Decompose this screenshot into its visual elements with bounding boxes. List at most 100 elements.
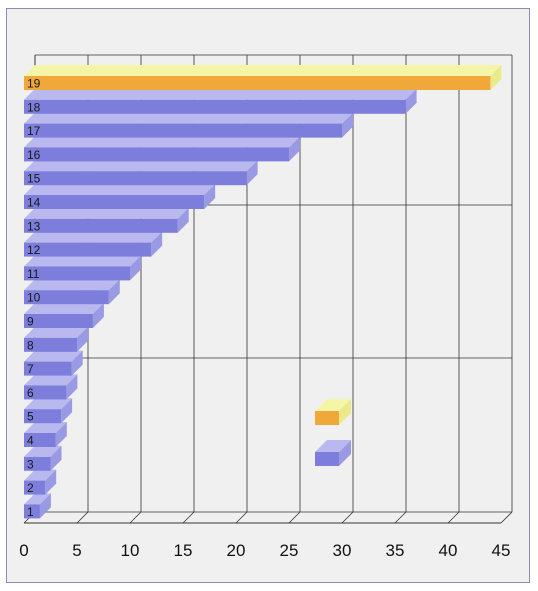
category-label: 17: [27, 124, 41, 138]
bar-side-face: [92, 303, 104, 328]
category-label: 12: [27, 243, 41, 257]
x-tick-label: 10: [121, 541, 140, 560]
floor-line: [288, 511, 301, 524]
bar: [24, 147, 289, 162]
bar-top-face: [24, 231, 163, 243]
bar: [24, 504, 40, 519]
bar: [24, 266, 130, 281]
bar-top-face: [24, 279, 120, 291]
bar-side-face: [151, 231, 163, 257]
floor-line: [129, 511, 142, 524]
bar-side-face: [405, 88, 417, 114]
bar-top-face: [24, 493, 51, 505]
bar-top-face: [24, 398, 73, 410]
category-label: 14: [27, 196, 41, 210]
bar-top-face: [24, 160, 258, 172]
bar-side-face: [66, 374, 78, 400]
x-tick-label: 0: [19, 541, 28, 560]
category-label: 9: [27, 315, 34, 329]
bar-side-face: [71, 350, 83, 376]
category-label: 15: [27, 172, 41, 186]
bar-top-face: [24, 207, 189, 219]
bar: [24, 480, 46, 495]
bar-top-face: [24, 303, 104, 314]
bar-side-face: [50, 445, 62, 471]
bar-side-face: [177, 207, 189, 233]
bar: [24, 171, 247, 186]
bar-side-face: [61, 398, 73, 424]
legend-swatch-bar-side: [339, 440, 351, 466]
bar-side-face: [130, 255, 141, 281]
bar-top-face: [24, 112, 353, 124]
bar-top-face: [24, 374, 78, 386]
bar-top-face: [24, 469, 57, 481]
bar-side-face: [342, 112, 353, 138]
category-label: 10: [27, 291, 41, 305]
floor-line: [182, 511, 195, 524]
bar-top-face: [24, 255, 141, 267]
legend-swatch-highlight-side: [339, 399, 351, 425]
floor-line: [235, 511, 248, 524]
bar-side-face: [246, 160, 258, 186]
category-label: 4: [27, 434, 34, 448]
category-label: 7: [27, 362, 34, 376]
bar-side-face: [289, 136, 300, 162]
x-tick-label: 35: [386, 541, 405, 560]
category-label: 1: [27, 505, 34, 519]
bar: [24, 195, 205, 209]
x-tick-label: 20: [227, 541, 246, 560]
bar-side-face: [108, 279, 120, 305]
category-label: 16: [27, 148, 41, 162]
x-tick-label: 5: [72, 541, 81, 560]
x-tick-label: 25: [280, 541, 299, 560]
x-tick-label: 45: [492, 541, 511, 560]
bar-side-face: [77, 326, 88, 352]
legend-swatch-bar: [315, 452, 339, 466]
bar: [24, 99, 406, 114]
chart-frame: 1 2 3 4 5 6 7 8 9 10 11 12 13 14 15 16 17 18 19 0 5 10 15 20 25 3…: [6, 8, 530, 583]
bar-side-face: [39, 493, 51, 519]
bar-side-face: [45, 469, 57, 495]
bar-top-face: [24, 326, 88, 338]
x-tick-label: 30: [333, 541, 352, 560]
floor-line: [76, 511, 89, 524]
x-tick-label: 40: [439, 541, 458, 560]
bar: [24, 242, 152, 257]
bar-top-face: [24, 136, 300, 148]
bar: [24, 314, 93, 328]
category-label: 18: [27, 100, 41, 114]
category-label: 5: [27, 410, 34, 424]
bar: [24, 76, 491, 90]
category-label: 13: [27, 219, 41, 233]
bar: [24, 433, 56, 447]
bar: [24, 385, 67, 400]
bar-side-face: [55, 422, 67, 447]
bar: [24, 361, 72, 376]
category-label: 8: [27, 338, 34, 352]
bar-side-face: [490, 65, 502, 90]
bar-top-face: [24, 65, 502, 76]
bar: [24, 290, 109, 305]
bar-top-face: [24, 422, 67, 433]
bar: [24, 409, 62, 424]
floor-line: [394, 511, 407, 524]
category-label: 6: [27, 386, 34, 400]
floor-line: [447, 511, 460, 524]
category-label: 19: [27, 77, 41, 91]
bar-top-face: [24, 88, 417, 100]
bar-top-face: [24, 445, 62, 457]
bar: [24, 456, 51, 471]
category-label: 3: [27, 457, 34, 471]
legend-swatch-highlight: [315, 411, 339, 425]
bar-top-face: [24, 184, 216, 195]
bar-top-face: [24, 350, 83, 362]
bar-side-face: [204, 184, 216, 209]
category-label: 2: [27, 481, 34, 495]
bar: [24, 123, 342, 138]
category-label: 11: [27, 267, 40, 281]
bar: [24, 337, 77, 352]
floor-line: [500, 511, 513, 524]
floor-line: [341, 511, 354, 524]
x-tick-label: 15: [174, 541, 193, 560]
